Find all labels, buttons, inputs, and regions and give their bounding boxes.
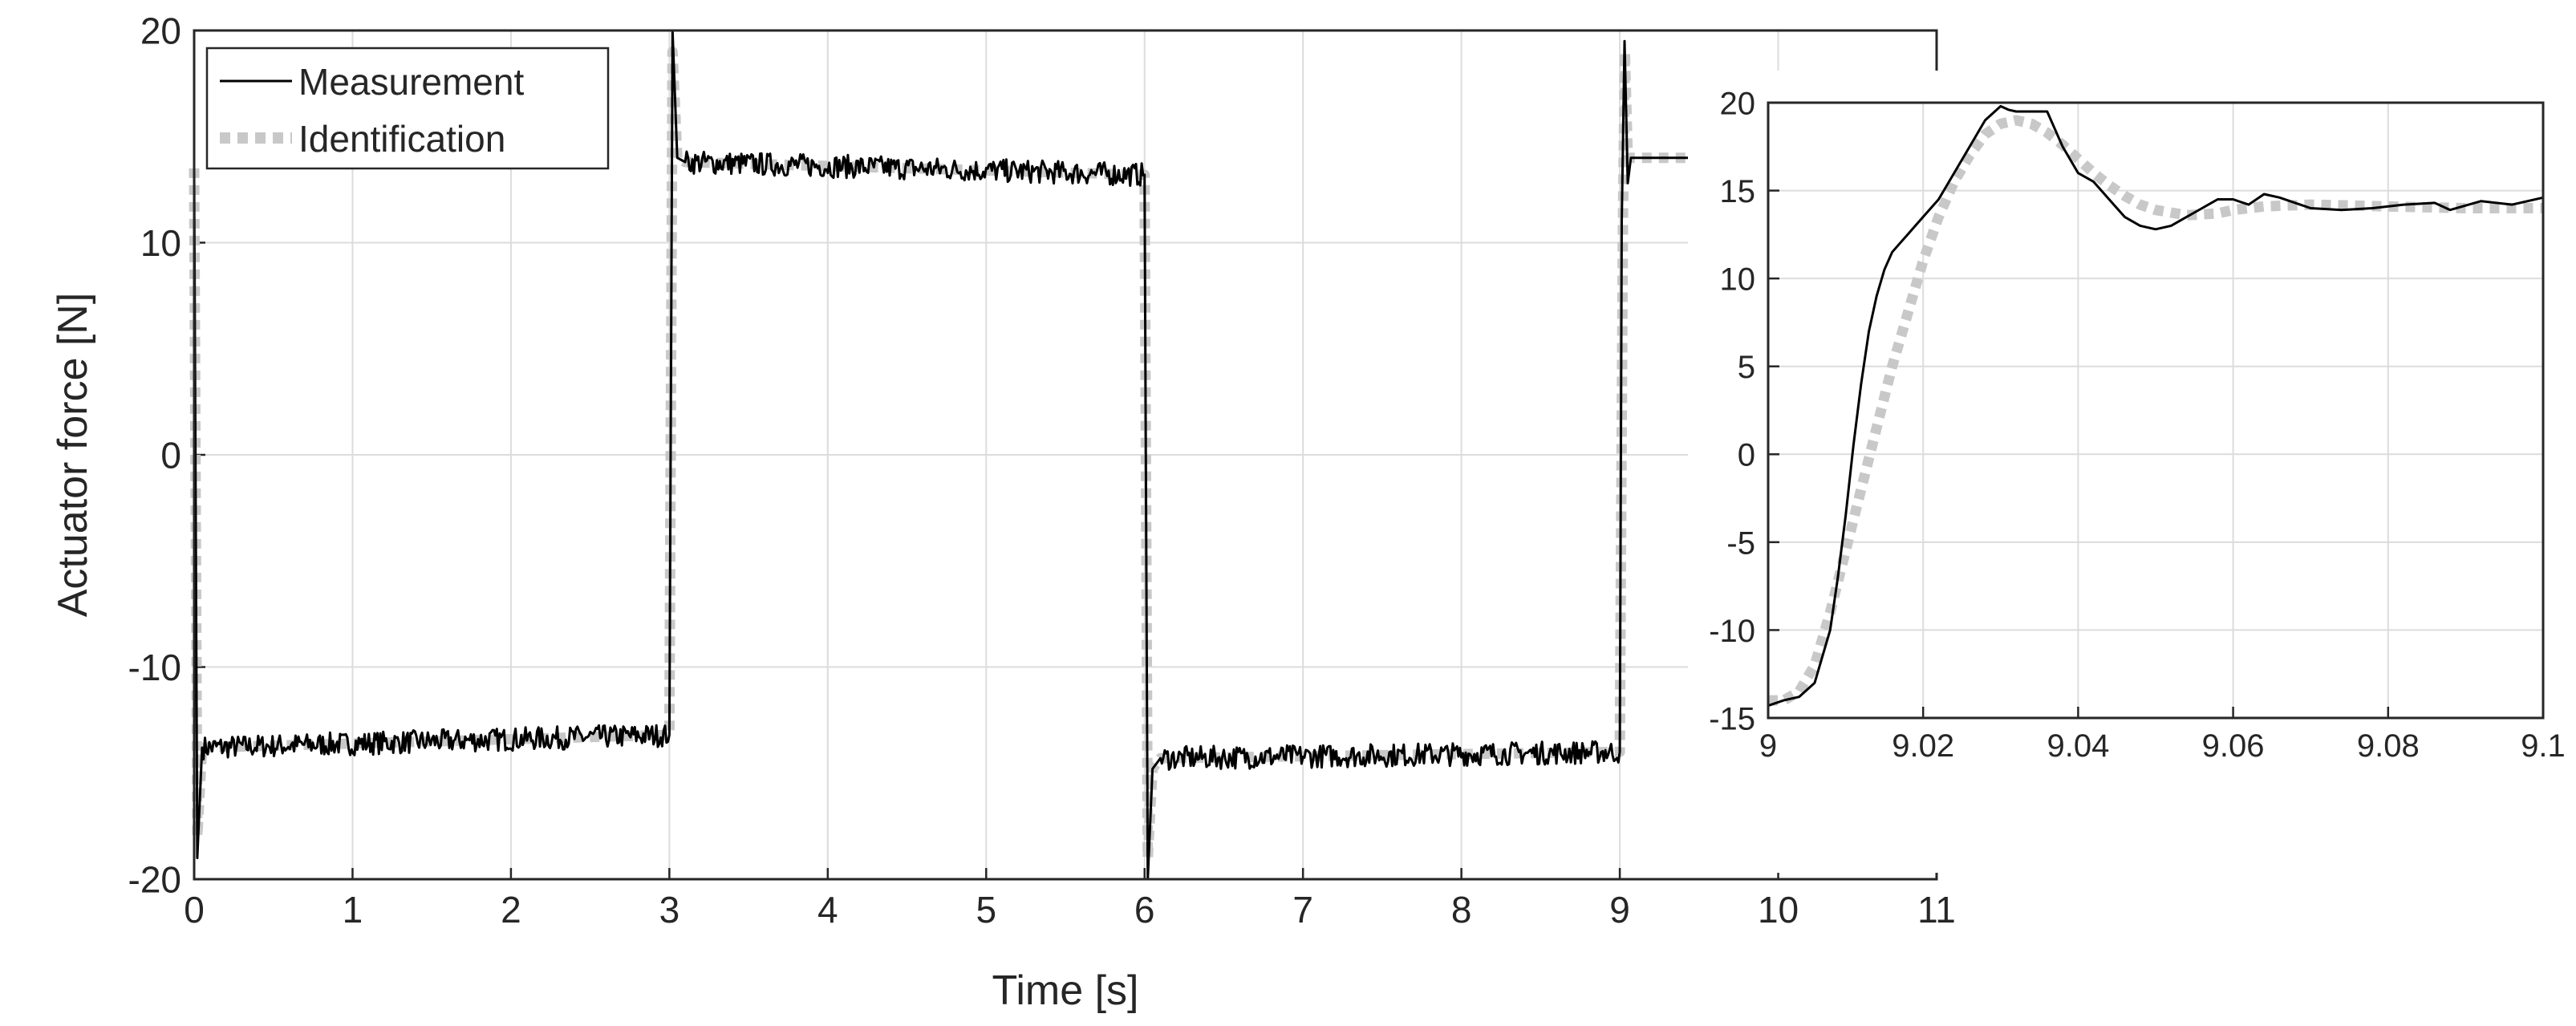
inset-plot-frame <box>1767 101 2545 720</box>
main-y-tick-label: 0 <box>160 435 181 477</box>
inset-y-tick-label: -5 <box>1726 525 1755 561</box>
main-x-tick-label: 1 <box>343 889 363 931</box>
main-x-tick-label: 7 <box>1292 889 1313 931</box>
main-x-tick-label: 2 <box>501 889 521 931</box>
inset-y-tick-label: 5 <box>1738 350 1755 385</box>
legend-identification-label: Identification <box>298 118 505 160</box>
inset-series <box>1767 104 2544 708</box>
legend-box <box>205 47 610 170</box>
main-y-tick-label: 10 <box>140 222 181 264</box>
main-x-tick-label: 3 <box>659 889 680 931</box>
main-series <box>189 29 1691 881</box>
main-x-tick-label: 5 <box>976 889 996 931</box>
inset-y-tick-label: 20 <box>1720 86 1756 121</box>
inset-x-tick-label: 9.04 <box>2047 728 2109 764</box>
inset-y-tick-label: 0 <box>1738 438 1755 473</box>
main-legend: Measurement Identification <box>205 47 610 170</box>
main-y-axis-label: Actuator force [N] <box>50 293 96 618</box>
main-x-tick-label: 0 <box>184 889 205 931</box>
inset-x-tick-label: 9.08 <box>2357 728 2420 764</box>
legend-measurement-label: Measurement <box>298 61 524 103</box>
inset-y-tick-label: 10 <box>1720 262 1756 298</box>
main-x-tick-label: 10 <box>1758 889 1799 931</box>
inset-x-tick-label: 9.02 <box>1892 728 1954 764</box>
main-tick-labels: 0 1 2 3 4 5 6 7 8 9 10 11 -20 -10 0 10 20 <box>128 10 1956 931</box>
inset-tick-labels: 9 9.02 9.04 9.06 9.08 9.1 -15 -10 -5 0 5 10 15 20 <box>1709 86 2566 764</box>
main-chart: 0 1 2 3 4 5 6 7 8 9 10 11 -20 -10 0 10 20 Time [s] Actua… <box>50 10 1956 1014</box>
main-y-tick-label: -20 <box>128 859 181 901</box>
inset-x-tick-label: 9.1 <box>2521 728 2566 764</box>
main-y-tick-label: -10 <box>128 647 181 688</box>
main-x-tick-label: 6 <box>1134 889 1155 931</box>
inset-series-measurement <box>1767 104 2544 708</box>
inset-y-tick-label: -15 <box>1709 701 1755 736</box>
main-x-tick-label: 8 <box>1451 889 1472 931</box>
main-x-tick-label: 11 <box>1917 889 1956 931</box>
main-x-tick-label: 4 <box>817 889 838 931</box>
main-x-axis-label: Time [s] <box>992 967 1139 1014</box>
main-x-tick-label: 9 <box>1609 889 1630 931</box>
inset-x-tick-label: 9 <box>1759 728 1777 764</box>
main-series-measurement <box>193 29 1691 881</box>
inset-chart: 9 9.02 9.04 9.06 9.08 9.1 -15 -10 -5 0 5 10 15 20 <box>1688 71 2576 873</box>
inset-y-tick-label: -10 <box>1709 614 1755 649</box>
main-y-tick-label: 20 <box>140 10 181 52</box>
inset-x-tick-label: 9.06 <box>2202 728 2265 764</box>
inset-y-tick-label: 15 <box>1720 174 1756 209</box>
inset-series-identification <box>1768 115 2543 706</box>
